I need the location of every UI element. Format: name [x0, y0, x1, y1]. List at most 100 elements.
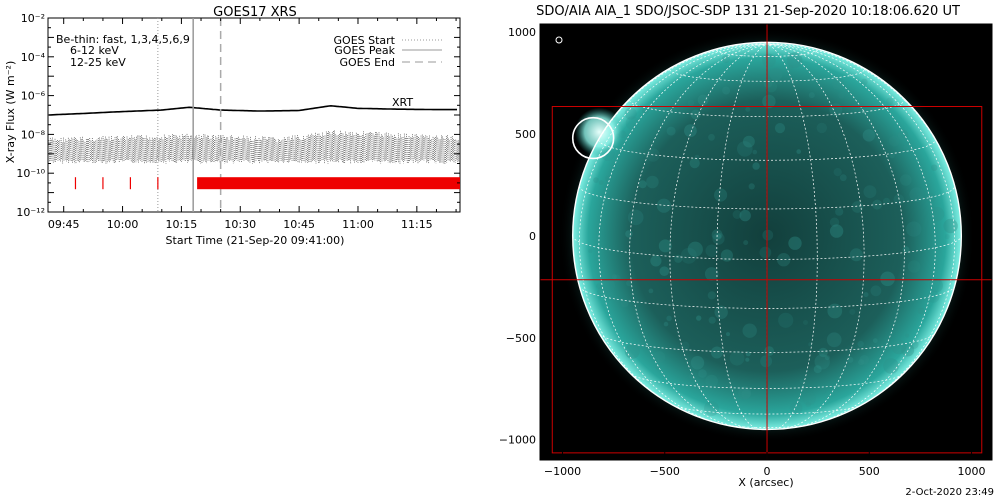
disk-texture-patch	[831, 77, 844, 90]
footer-timestamp: 2-Oct-2020 23:49	[905, 487, 994, 498]
disk-texture-patch	[824, 355, 830, 361]
legend-low-energy: 6-12 keV	[70, 44, 119, 57]
aia-y-tick-label: 0	[529, 230, 536, 243]
disk-texture-patch	[760, 355, 773, 368]
disk-texture-patch	[859, 355, 870, 365]
disk-texture-patch	[821, 389, 826, 394]
disk-texture-patch	[926, 193, 936, 203]
disk-texture-patch	[741, 389, 751, 399]
disk-texture-patch	[944, 234, 950, 240]
disk-texture-patch	[829, 224, 844, 238]
aia-x-tick-label: 500	[859, 465, 880, 478]
disk-texture-patch	[659, 266, 670, 277]
disk-texture-patch	[883, 197, 890, 205]
disk-texture-patch	[759, 246, 772, 259]
disk-texture-patch	[624, 343, 640, 359]
longitude-gridline	[766, 43, 865, 430]
disk-texture-patch	[698, 369, 707, 378]
disk-texture-patch	[796, 149, 801, 154]
disk-texture-patch	[638, 180, 647, 189]
disk-texture-patch	[613, 274, 621, 282]
disk-texture-patch	[829, 217, 840, 227]
goes-x-axis-label: Start Time (21-Sep-20 09:41:00)	[166, 234, 345, 247]
disk-texture-patch	[835, 207, 844, 216]
disk-texture-patch	[826, 332, 842, 348]
disk-texture-patch	[714, 188, 728, 202]
disk-texture-patch	[737, 141, 753, 157]
disk-texture-patch	[764, 346, 775, 356]
disk-texture-patch	[813, 365, 822, 374]
disk-texture-patch	[788, 236, 802, 250]
goes-y-tick-label: 10⁻⁶	[21, 90, 46, 103]
disk-texture-patch	[861, 78, 868, 86]
disk-texture-patch	[863, 185, 877, 199]
filter-label: Be-thin: fast, 1,3,4,5,6,9	[56, 33, 190, 46]
disk-texture-patch	[777, 253, 791, 267]
disk-texture-patch	[729, 350, 745, 366]
disk-texture-patch	[726, 332, 730, 337]
disk-texture-patch	[907, 260, 921, 273]
disk-texture-patch	[799, 379, 804, 384]
disk-texture-patch	[653, 351, 666, 363]
longitude-gridline	[766, 43, 905, 428]
disk-texture-patch	[705, 374, 718, 388]
disk-texture-patch	[666, 126, 676, 136]
disk-texture-patch	[689, 158, 700, 169]
disk-texture-patch	[680, 247, 697, 264]
goes-x-tick-label: 11:00	[342, 218, 374, 231]
disk-texture-patch	[906, 221, 922, 237]
disk-texture-patch	[765, 80, 778, 93]
disk-texture-patch	[707, 291, 716, 300]
disk-texture-patch	[762, 229, 774, 241]
disk-texture-patch	[833, 168, 842, 177]
aia-y-tick-label: −500	[506, 332, 536, 345]
disk-texture-patch	[611, 274, 617, 280]
aia-x-tick-label: 1000	[958, 465, 986, 478]
disk-texture-patch	[624, 107, 637, 120]
disk-texture-patch	[593, 177, 599, 183]
disk-texture-patch	[917, 307, 925, 315]
goes-flux-series	[48, 130, 460, 164]
goes-xrs-plot: GOES17 XRS 10⁻¹² 10⁻¹⁰ 10⁻⁸ 10⁻⁶ 10⁻⁴ 10⁻² 09…	[4, 5, 461, 247]
disk-texture-patch	[872, 338, 878, 343]
disk-texture-patch	[598, 180, 604, 186]
disk-texture-patch	[858, 359, 865, 366]
disk-texture-patch	[778, 312, 794, 328]
disk-texture-patch	[650, 255, 662, 267]
disk-texture-patch	[929, 278, 943, 293]
goes-x-tick-label: 11:15	[401, 218, 433, 231]
disk-texture-patch	[886, 97, 894, 105]
disk-texture-patch	[605, 175, 612, 182]
disk-texture-patch	[880, 271, 895, 287]
disk-texture-patch	[748, 183, 755, 190]
disk-texture-patch	[666, 315, 672, 321]
disk-texture-patch	[694, 154, 700, 160]
disk-texture-patch	[888, 135, 900, 147]
disk-texture-patch	[674, 254, 683, 263]
longitude-gridline	[598, 43, 768, 425]
disk-texture-patch	[814, 354, 830, 370]
disk-texture-patch	[827, 303, 843, 319]
disk-texture-patch	[625, 230, 633, 238]
disk-texture-patch	[900, 174, 912, 186]
goes-x-tick-label: 10:00	[107, 218, 139, 231]
disk-texture-patch	[891, 339, 907, 355]
disk-texture-patch	[762, 53, 776, 68]
disk-texture-patch	[849, 248, 863, 262]
disk-texture-patch	[604, 291, 615, 301]
latitude-gridline	[578, 186, 956, 210]
disk-texture-patch	[648, 288, 654, 294]
longitude-gridline	[578, 43, 768, 411]
longitude-gridline	[766, 43, 956, 411]
disk-texture-patch	[663, 321, 669, 327]
disk-texture-patch	[714, 305, 728, 319]
legend-goes-peak: GOES Peak	[334, 44, 395, 57]
disk-texture-patch	[745, 357, 750, 362]
disk-texture-patch	[839, 174, 847, 182]
disk-texture-patch	[870, 285, 882, 297]
disk-texture-patch	[597, 286, 608, 297]
disk-texture-patch	[704, 401, 719, 417]
disk-texture-patch	[786, 52, 803, 69]
disk-texture-patch	[849, 308, 856, 315]
disk-texture-patch	[697, 94, 709, 106]
